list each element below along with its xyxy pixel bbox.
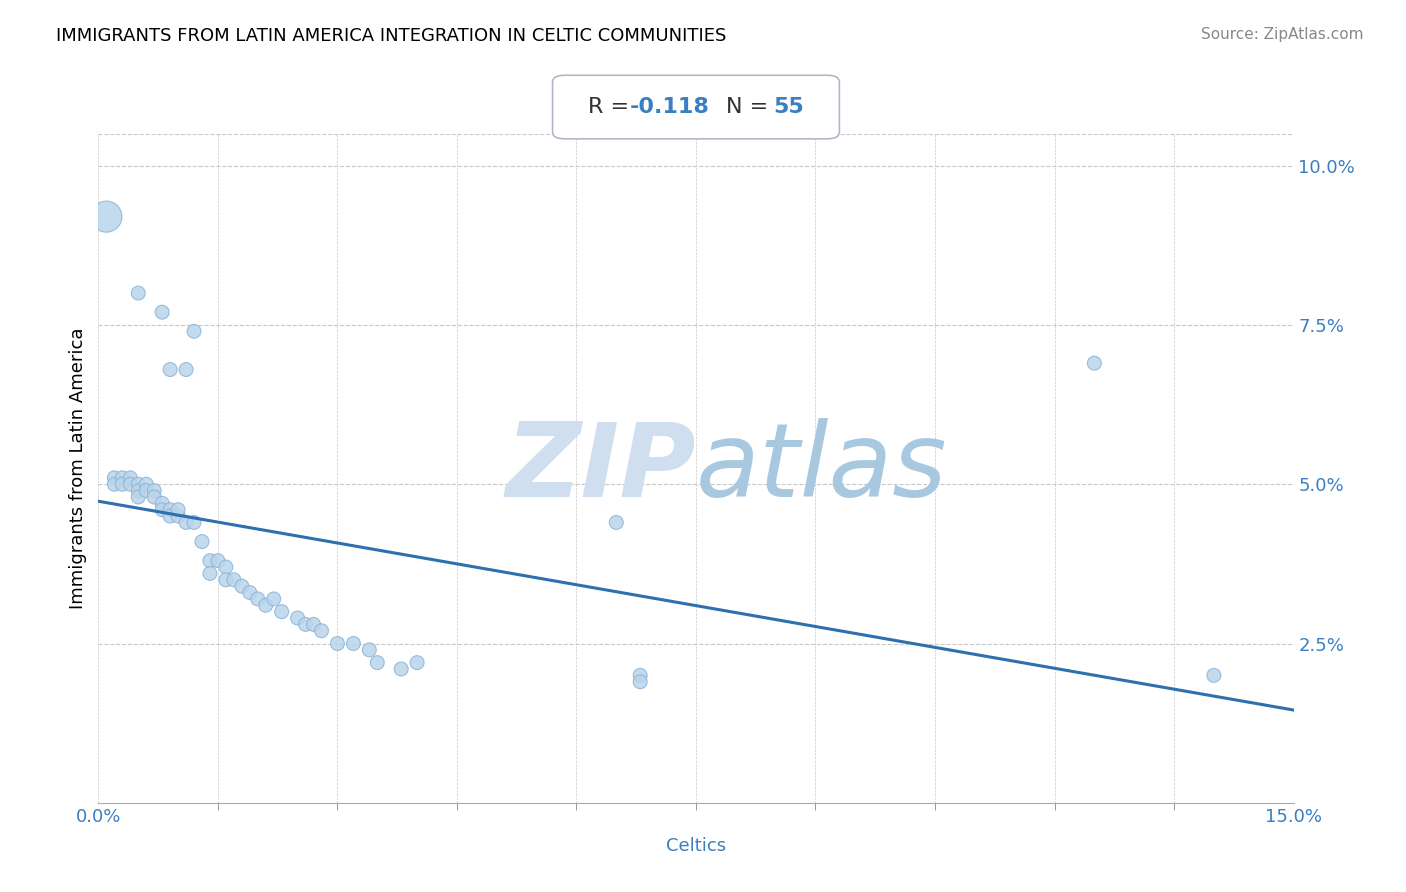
Point — [628, 668, 651, 682]
Text: 55: 55 — [773, 97, 804, 117]
Point — [294, 617, 316, 632]
Point — [605, 516, 627, 530]
Y-axis label: Immigrants from Latin America: Immigrants from Latin America — [69, 327, 87, 609]
Text: R =: R = — [589, 97, 637, 117]
Point — [270, 605, 292, 619]
Point — [1083, 356, 1105, 370]
Point — [287, 611, 309, 625]
Point — [215, 560, 238, 574]
Point — [191, 534, 214, 549]
Point — [143, 483, 166, 498]
Point — [111, 477, 134, 491]
Point — [1202, 668, 1225, 682]
X-axis label: Celtics: Celtics — [666, 837, 725, 855]
Text: IMMIGRANTS FROM LATIN AMERICA INTEGRATION IN CELTIC COMMUNITIES: IMMIGRANTS FROM LATIN AMERICA INTEGRATIO… — [56, 27, 727, 45]
Point — [167, 502, 190, 516]
Point — [198, 566, 221, 581]
Point — [127, 286, 149, 301]
Point — [254, 599, 277, 613]
Point — [120, 477, 142, 491]
Point — [198, 554, 221, 568]
Point — [183, 516, 205, 530]
Point — [150, 305, 173, 319]
Point — [326, 636, 349, 650]
Point — [406, 656, 429, 670]
Point — [143, 490, 166, 504]
Point — [96, 210, 118, 224]
Point — [159, 362, 181, 376]
Point — [366, 656, 388, 670]
Point — [103, 471, 125, 485]
Point — [135, 477, 157, 491]
Point — [127, 490, 149, 504]
Point — [222, 573, 245, 587]
Point — [389, 662, 412, 676]
Point — [150, 502, 173, 516]
Point — [342, 636, 364, 650]
FancyBboxPatch shape — [553, 75, 839, 139]
Point — [628, 674, 651, 689]
Text: ZIP: ZIP — [505, 417, 696, 519]
Point — [174, 516, 197, 530]
Point — [159, 502, 181, 516]
Point — [183, 324, 205, 338]
Point — [207, 554, 229, 568]
Point — [127, 483, 149, 498]
Point — [103, 477, 125, 491]
Point — [215, 573, 238, 587]
Point — [159, 509, 181, 524]
Text: Source: ZipAtlas.com: Source: ZipAtlas.com — [1201, 27, 1364, 42]
Point — [359, 643, 381, 657]
Point — [135, 483, 157, 498]
Text: N =: N = — [725, 97, 775, 117]
Point — [239, 585, 262, 599]
Point — [246, 591, 269, 606]
Point — [231, 579, 253, 593]
Text: -0.118: -0.118 — [630, 97, 710, 117]
Point — [127, 477, 149, 491]
Text: atlas: atlas — [696, 418, 948, 518]
Point — [174, 362, 197, 376]
Point — [263, 591, 285, 606]
Point — [111, 471, 134, 485]
Point — [311, 624, 333, 638]
Point — [302, 617, 325, 632]
Point — [150, 496, 173, 510]
Point — [120, 471, 142, 485]
Point — [167, 509, 190, 524]
